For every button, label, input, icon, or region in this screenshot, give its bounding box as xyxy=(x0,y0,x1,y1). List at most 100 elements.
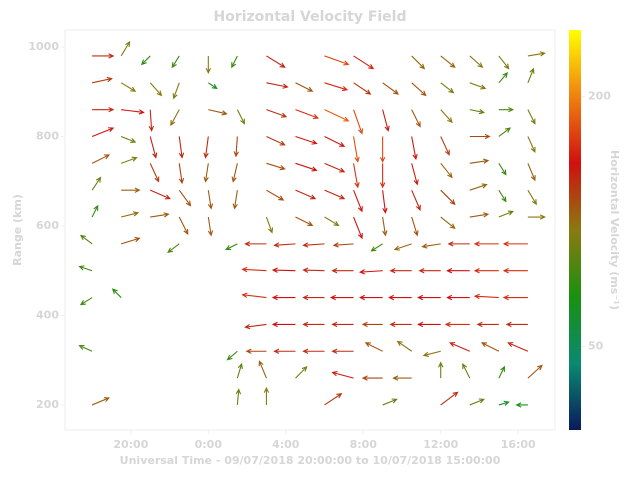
velocity-arrow xyxy=(502,268,528,274)
velocity-arrow xyxy=(505,321,528,328)
velocity-arrow xyxy=(469,158,490,164)
velocity-arrow xyxy=(140,55,151,66)
y-tick-label: 200 xyxy=(36,398,59,411)
velocity-arrow xyxy=(444,321,470,328)
velocity-arrow xyxy=(78,265,93,272)
velocity-arrow xyxy=(469,133,491,140)
velocity-arrow xyxy=(263,386,270,405)
velocity-arrow xyxy=(498,400,510,406)
velocity-arrow xyxy=(295,216,314,226)
velocity-arrow xyxy=(527,67,535,84)
velocity-arrow xyxy=(498,55,510,70)
velocity-arrow xyxy=(265,216,274,234)
velocity-arrow xyxy=(498,189,507,203)
velocity-arrow xyxy=(241,292,267,299)
velocity-arrow xyxy=(507,342,529,352)
chart-title: Horizontal Velocity Field xyxy=(213,9,406,25)
velocity-arrow xyxy=(440,109,453,124)
velocity-arrow xyxy=(361,321,383,328)
velocity-arrow xyxy=(295,109,320,120)
velocity-arrow xyxy=(417,294,441,301)
velocity-arrow xyxy=(271,321,296,328)
velocity-arrow xyxy=(411,82,427,97)
velocity-arrow xyxy=(178,216,189,235)
colorbar-tick-label: 50 xyxy=(588,340,604,353)
velocity-arrow xyxy=(295,189,317,200)
velocity-arrow xyxy=(203,163,209,183)
velocity-arrow xyxy=(208,82,218,90)
velocity-arrow xyxy=(382,82,400,95)
velocity-arrow xyxy=(411,216,419,237)
velocity-arrow xyxy=(120,82,137,92)
velocity-arrow xyxy=(302,242,325,248)
y-tick-label: 1000 xyxy=(28,40,59,53)
velocity-arrow xyxy=(422,350,441,358)
velocity-arrow xyxy=(447,241,470,247)
velocity-arrow xyxy=(149,82,163,97)
velocity-arrow xyxy=(178,189,192,207)
velocity-arrow xyxy=(302,348,325,354)
velocity-arrow xyxy=(91,127,115,137)
velocity-arrow xyxy=(266,82,289,89)
velocity-arrow xyxy=(266,162,286,171)
velocity-arrow xyxy=(331,321,354,328)
velocity-arrow xyxy=(324,216,340,227)
velocity-arrow xyxy=(244,323,267,330)
velocity-arrow xyxy=(498,365,505,379)
velocity-arrow xyxy=(148,109,154,132)
velocity-arrow xyxy=(393,243,412,251)
velocity-arrow xyxy=(121,187,141,193)
velocity-arrow xyxy=(205,55,211,75)
velocity-arrow xyxy=(331,268,354,274)
velocity-arrow xyxy=(411,163,419,186)
velocity-arrow xyxy=(295,162,318,172)
colorbar-tick-label: 200 xyxy=(588,90,611,103)
velocity-arrow xyxy=(324,109,350,122)
velocity-arrow xyxy=(440,162,453,179)
velocity-arrow xyxy=(167,243,180,254)
velocity-arrow xyxy=(449,342,470,352)
velocity-arrow xyxy=(91,76,113,84)
velocity-arrow xyxy=(389,268,412,274)
velocity-arrow xyxy=(469,183,488,191)
velocity-arrow xyxy=(324,55,350,66)
velocity-arrow xyxy=(295,82,314,92)
velocity-arrow xyxy=(469,55,484,68)
velocity-arrow xyxy=(203,136,209,159)
velocity-arrow xyxy=(233,136,239,158)
velocity-arrow xyxy=(353,189,363,213)
velocity-arrow xyxy=(150,189,171,200)
velocity-arrow xyxy=(231,163,238,183)
velocity-arrow xyxy=(78,344,93,352)
velocity-arrow xyxy=(302,294,325,301)
velocity-arrow xyxy=(502,294,528,301)
velocity-arrow xyxy=(241,266,267,273)
velocity-arrow xyxy=(527,136,536,154)
velocity-arrow xyxy=(440,136,450,156)
velocity-arrow xyxy=(170,109,180,127)
velocity-arrow xyxy=(440,391,459,406)
velocity-arrow xyxy=(324,135,346,147)
colorbar xyxy=(569,30,581,430)
velocity-arrow xyxy=(302,321,325,328)
velocity-arrow xyxy=(473,293,499,300)
y-tick-label: 400 xyxy=(36,308,59,321)
velocity-arrow xyxy=(411,136,418,161)
velocity-arrow xyxy=(231,55,238,69)
x-axis-label: Universal Time - 09/07/2018 20:00:00 to … xyxy=(120,454,501,467)
velocity-arrow xyxy=(498,127,512,137)
velocity-arrow xyxy=(266,55,286,68)
velocity-arrow xyxy=(324,393,343,406)
velocity-arrow xyxy=(353,55,375,70)
velocity-arrow xyxy=(469,212,490,218)
velocity-arrow xyxy=(358,269,383,275)
velocity-arrow xyxy=(331,371,354,379)
velocity-arrow xyxy=(382,109,390,132)
velocity-arrow xyxy=(440,55,456,68)
velocity-arrow xyxy=(302,267,325,273)
velocity-arrow xyxy=(527,189,537,206)
velocity-arrow xyxy=(421,243,441,249)
velocity-arrow xyxy=(389,321,412,328)
velocity-arrow xyxy=(232,190,238,210)
